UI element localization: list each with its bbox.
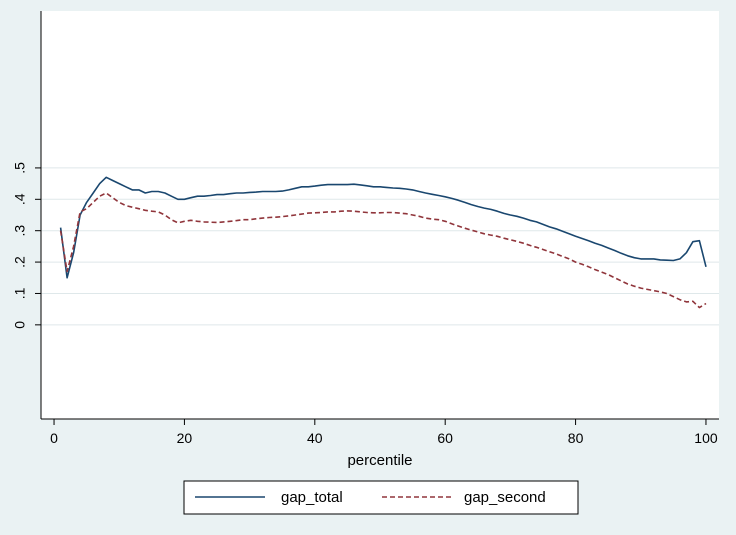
series-lines: [59, 176, 707, 309]
legend-label-gap-second: gap_second: [464, 489, 546, 506]
x-tick-label: 20: [177, 430, 193, 446]
legend: gap_total gap_second: [183, 480, 579, 515]
grid-lines: [41, 167, 719, 326]
x-tick-label: 60: [437, 430, 453, 446]
y-tick-label: .5: [12, 162, 28, 174]
plot-area: [41, 11, 719, 419]
x-tick-label: 0: [50, 430, 58, 446]
x-axis-ticks: 0 20 40 60 80 100: [50, 419, 718, 446]
series-line-gap-second: [59, 192, 707, 309]
y-axis-ticks: 0 .1 .2 .3 .4 .5: [12, 162, 41, 329]
series-line-gap-total: [59, 176, 707, 279]
x-tick-label: 100: [694, 430, 718, 446]
y-tick-label: .1: [12, 287, 28, 299]
x-tick-label: 40: [307, 430, 323, 446]
x-axis-title: percentile: [347, 452, 412, 469]
x-tick-label: 80: [568, 430, 584, 446]
y-tick-label: .3: [12, 225, 28, 237]
y-tick-label: 0: [12, 321, 28, 329]
y-tick-label: .4: [12, 193, 28, 205]
y-tick-label: .2: [12, 256, 28, 268]
legend-label-gap-total: gap_total: [281, 489, 343, 506]
